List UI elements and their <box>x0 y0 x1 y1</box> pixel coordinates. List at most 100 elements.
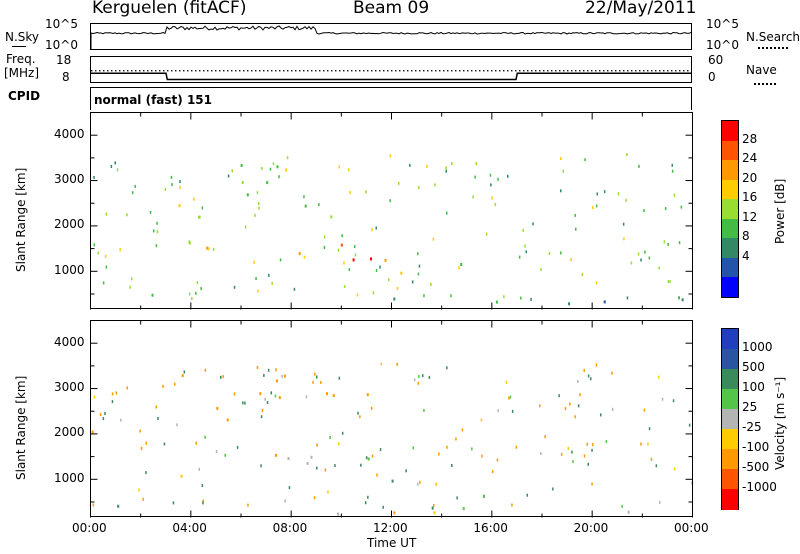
power-cell <box>303 195 305 199</box>
time-tick-label: 08:00 <box>272 521 308 535</box>
power-y-tick-label: 3000 <box>54 172 85 187</box>
power-cell <box>426 164 428 168</box>
power-cell <box>188 240 190 244</box>
power-cell <box>104 254 107 258</box>
nsky-legend-line <box>12 46 26 47</box>
power-cell <box>246 193 249 197</box>
velocity-cell <box>145 441 147 445</box>
power-cell <box>417 272 420 276</box>
power-cell <box>669 280 671 283</box>
velocity-cell <box>275 379 278 383</box>
power-cell <box>626 153 628 157</box>
velocity-colorbar-tick: -25 <box>742 420 762 434</box>
velocity-cell <box>491 470 494 474</box>
velocity-cell <box>195 441 197 445</box>
power-cell <box>119 248 121 252</box>
power-colorbar-band <box>722 199 738 220</box>
power-cell <box>212 247 215 251</box>
power-cell <box>255 277 257 280</box>
velocity-colorbar-tick: -100 <box>742 440 770 454</box>
velocity-y-tick-label: 3000 <box>54 380 85 395</box>
power-cell <box>323 246 326 249</box>
velocity-cell <box>417 482 419 486</box>
date-label: 22/May/2011 <box>585 0 697 18</box>
velocity-cell <box>204 435 206 439</box>
nsearch-tick-high: 10^5 <box>706 17 739 31</box>
power-cell <box>396 287 399 290</box>
power-ylabel: Slant Range [km] <box>14 167 28 272</box>
power-colorbar-tick: 24 <box>742 151 758 166</box>
velocity-cell <box>526 493 528 497</box>
power-cell <box>330 215 333 219</box>
power-cell <box>667 280 670 284</box>
velocity-colorbar-band <box>722 429 738 450</box>
power-cell <box>196 281 199 285</box>
velocity-cell <box>435 482 438 486</box>
velocity-cell <box>431 506 434 510</box>
power-cell <box>286 156 289 160</box>
velocity-cell <box>481 454 483 458</box>
velocity-cell <box>574 415 576 419</box>
power-cell <box>485 232 488 236</box>
velocity-cell <box>270 391 272 395</box>
power-cell <box>603 300 606 304</box>
power-cell <box>445 169 447 173</box>
power-cell <box>240 164 243 167</box>
velocity-cell <box>367 457 370 461</box>
velocity-cell <box>93 395 96 399</box>
power-cell <box>658 266 660 270</box>
cpid-mode-text: normal (fast) 151 <box>94 93 212 107</box>
velocity-cell <box>281 374 283 378</box>
power-cell <box>257 289 259 293</box>
power-cell <box>131 191 134 195</box>
power-cell <box>626 296 629 300</box>
velocity-cell <box>461 428 464 432</box>
velocity-cell <box>283 374 286 378</box>
power-cell <box>389 199 391 203</box>
velocity-cell <box>370 406 373 410</box>
power-cell <box>155 244 158 248</box>
power-cell <box>375 226 377 230</box>
freq-label: Freq. <box>6 52 36 66</box>
power-cell <box>343 261 345 265</box>
power-cell <box>472 195 474 199</box>
velocity-cell <box>337 512 339 516</box>
power-cell <box>445 166 447 170</box>
power-cell <box>195 291 197 295</box>
velocity-cell <box>552 487 554 491</box>
velocity-cell <box>244 401 246 405</box>
power-cell <box>188 292 191 296</box>
power-cell <box>129 285 131 289</box>
velocity-cell <box>287 457 290 460</box>
power-cell <box>680 205 683 209</box>
velocity-cell <box>379 448 382 452</box>
power-cell <box>268 273 270 277</box>
power-cell <box>337 248 340 252</box>
velocity-cell <box>496 458 499 462</box>
power-cell <box>678 241 681 245</box>
power-colorbar-tick: 12 <box>742 209 758 224</box>
power-cell <box>193 197 195 201</box>
velocity-cell <box>120 418 122 422</box>
power-cell <box>664 207 667 211</box>
velocity-cell <box>111 400 114 404</box>
power-cell <box>266 181 269 185</box>
velocity-cell <box>511 409 514 413</box>
power-cell <box>199 215 201 219</box>
power-colorbar-band <box>722 238 738 259</box>
velocity-cell <box>201 484 204 487</box>
power-cell <box>663 240 666 244</box>
nsearch-legend-line <box>758 47 788 49</box>
power-cell <box>114 161 116 165</box>
velocity-cell <box>92 503 95 507</box>
cpid-label: CPID <box>8 89 41 103</box>
freq-panel <box>90 56 692 83</box>
power-cell <box>375 269 378 272</box>
power-cell <box>596 192 598 196</box>
power-colorbar-tick: 20 <box>742 170 758 185</box>
velocity-cell <box>376 473 378 477</box>
power-cell <box>489 173 492 177</box>
velocity-colorbar-band <box>722 449 738 470</box>
velocity-cell <box>202 499 204 503</box>
velocity-cell <box>266 401 269 404</box>
